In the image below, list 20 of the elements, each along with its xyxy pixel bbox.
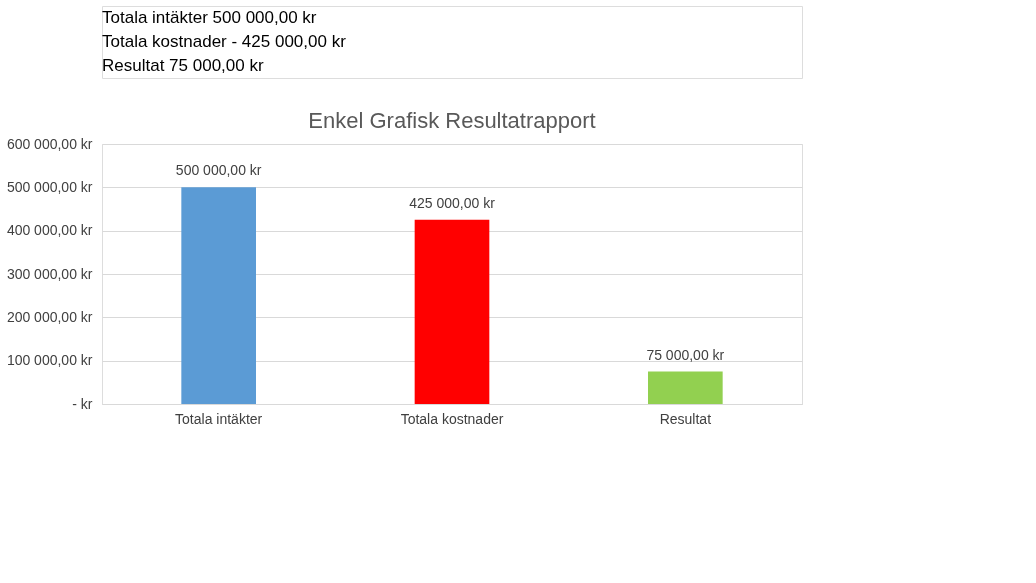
x-tick-label: Totala intäkter xyxy=(175,410,263,427)
y-tick-label: 200 000,00 kr xyxy=(6,308,93,325)
y-tick-label: 100 000,00 kr xyxy=(6,352,93,369)
x-tick-label: Resultat xyxy=(659,410,712,427)
bar xyxy=(414,219,490,404)
x-tick-label: Totala kostnader xyxy=(400,410,504,427)
bar xyxy=(181,187,256,404)
y-tick-label: 300 000,00 kr xyxy=(6,265,93,282)
text: Resultat 75 000,00 kr xyxy=(102,56,264,75)
data-label: 425 000,00 kr xyxy=(409,194,496,211)
data-label: 75 000,00 kr xyxy=(646,346,725,363)
bar xyxy=(648,371,723,404)
text: Totala intäkter 500 000,00 kr xyxy=(102,8,317,27)
chart-title: Enkel Grafisk Resultatrapport xyxy=(308,108,596,133)
data-label: 500 000,00 kr xyxy=(175,162,262,179)
y-tick-label: 400 000,00 kr xyxy=(6,222,93,239)
text: Totala kostnader - 425 000,00 kr xyxy=(102,32,347,51)
y-tick-label: - kr xyxy=(72,395,93,412)
y-tick-label: 600 000,00 kr xyxy=(6,135,93,152)
y-tick-label: 500 000,00 kr xyxy=(6,178,93,195)
